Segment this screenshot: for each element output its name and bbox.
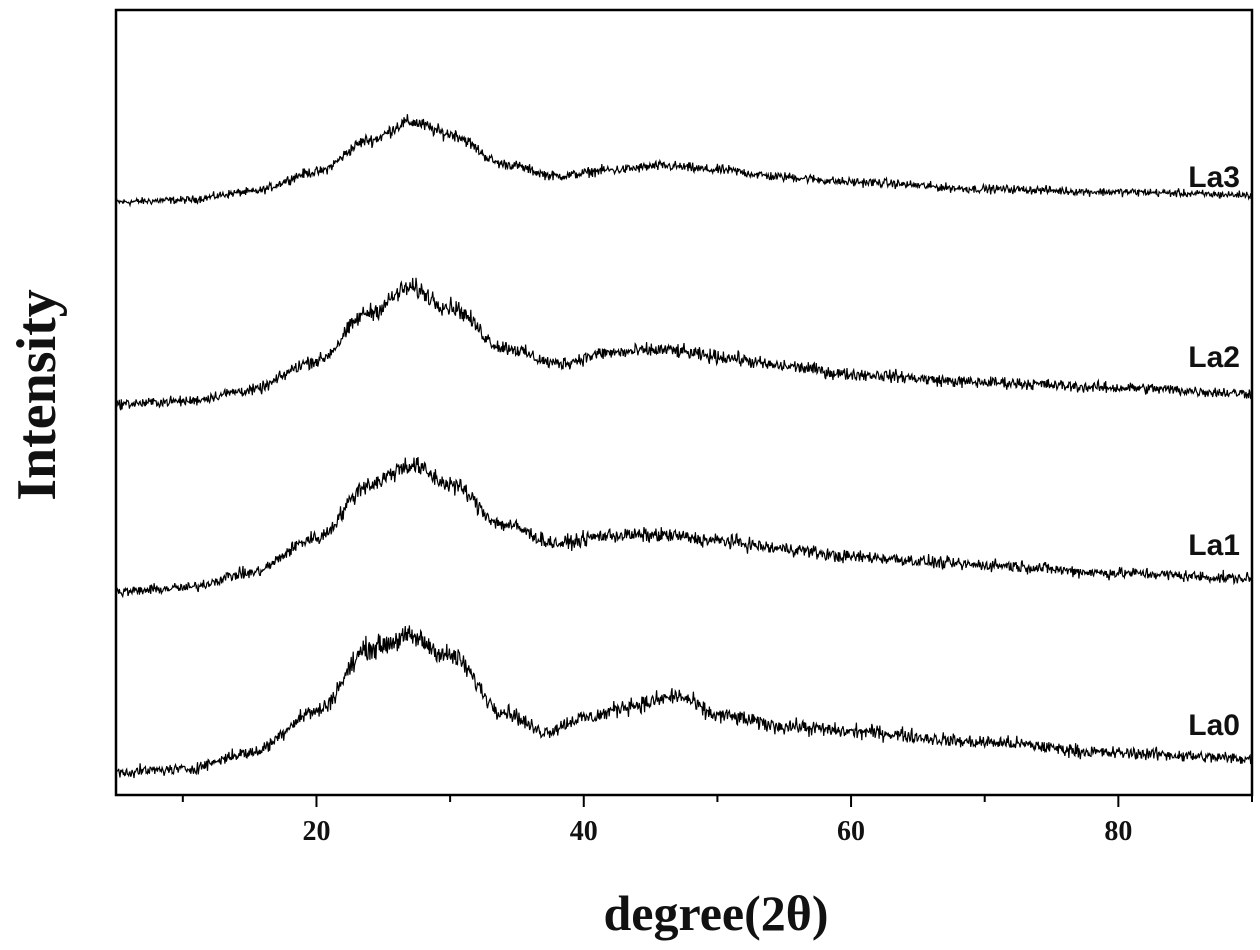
series-line-la0 xyxy=(115,625,1253,779)
x-tick-label: 60 xyxy=(837,816,865,847)
series-line-la3 xyxy=(115,114,1253,208)
x-axis-ticks: 20 40 60 80 xyxy=(181,795,1253,847)
x-tick-label: 20 xyxy=(302,816,330,847)
series-layer xyxy=(115,114,1253,779)
series-label-la0: La0 xyxy=(1188,709,1240,742)
x-tick-label: 80 xyxy=(1104,816,1132,847)
y-axis-title: Intensity xyxy=(6,289,68,501)
x-tick-label: 40 xyxy=(570,816,598,847)
series-label-la3: La3 xyxy=(1188,161,1240,194)
series-labels: La3 La2 La1 La0 xyxy=(1188,161,1240,742)
plot-frame xyxy=(114,8,1254,797)
series-line-la2 xyxy=(115,277,1253,411)
series-label-la2: La2 xyxy=(1188,341,1240,374)
x-axis-title: degree(2θ) xyxy=(603,885,828,941)
series-label-la1: La1 xyxy=(1188,529,1240,562)
series-line-la1 xyxy=(115,456,1253,599)
